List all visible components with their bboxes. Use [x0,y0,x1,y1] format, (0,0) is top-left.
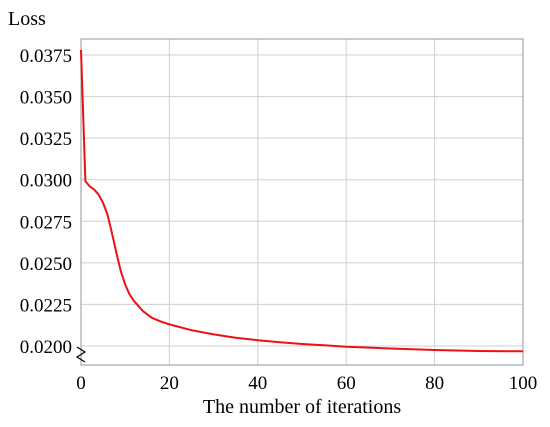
grid-lines [81,39,523,365]
x-tick-label: 100 [509,373,538,394]
x-tick-labels: 0 20 40 60 80 100 [76,373,537,394]
y-tick-label: 0.0375 [20,46,72,67]
x-tick-label: 0 [76,373,86,394]
y-axis-break-mark [75,346,87,363]
x-tick-label: 40 [248,373,267,394]
y-axis-title: Loss [8,8,46,30]
loss-series-line [80,49,524,353]
y-tick-label: 0.0325 [20,129,72,150]
y-tick-labels: 0.0200 0.0225 0.0250 0.0275 0.0300 0.0325 0.03… [20,46,72,358]
y-tick-label: 0.0350 [20,88,72,109]
y-tick-label: 0.0225 [20,295,72,316]
y-tick-label: 0.0200 [20,337,72,358]
plot-frame [80,38,524,366]
y-tick-label: 0.0300 [20,171,72,192]
x-tick-label: 20 [160,373,179,394]
y-tick-label: 0.0250 [20,254,72,275]
x-tick-label: 60 [337,373,356,394]
x-tick-label: 80 [425,373,444,394]
x-axis-title: The number of iterations [203,396,401,418]
y-tick-label: 0.0275 [20,212,72,233]
